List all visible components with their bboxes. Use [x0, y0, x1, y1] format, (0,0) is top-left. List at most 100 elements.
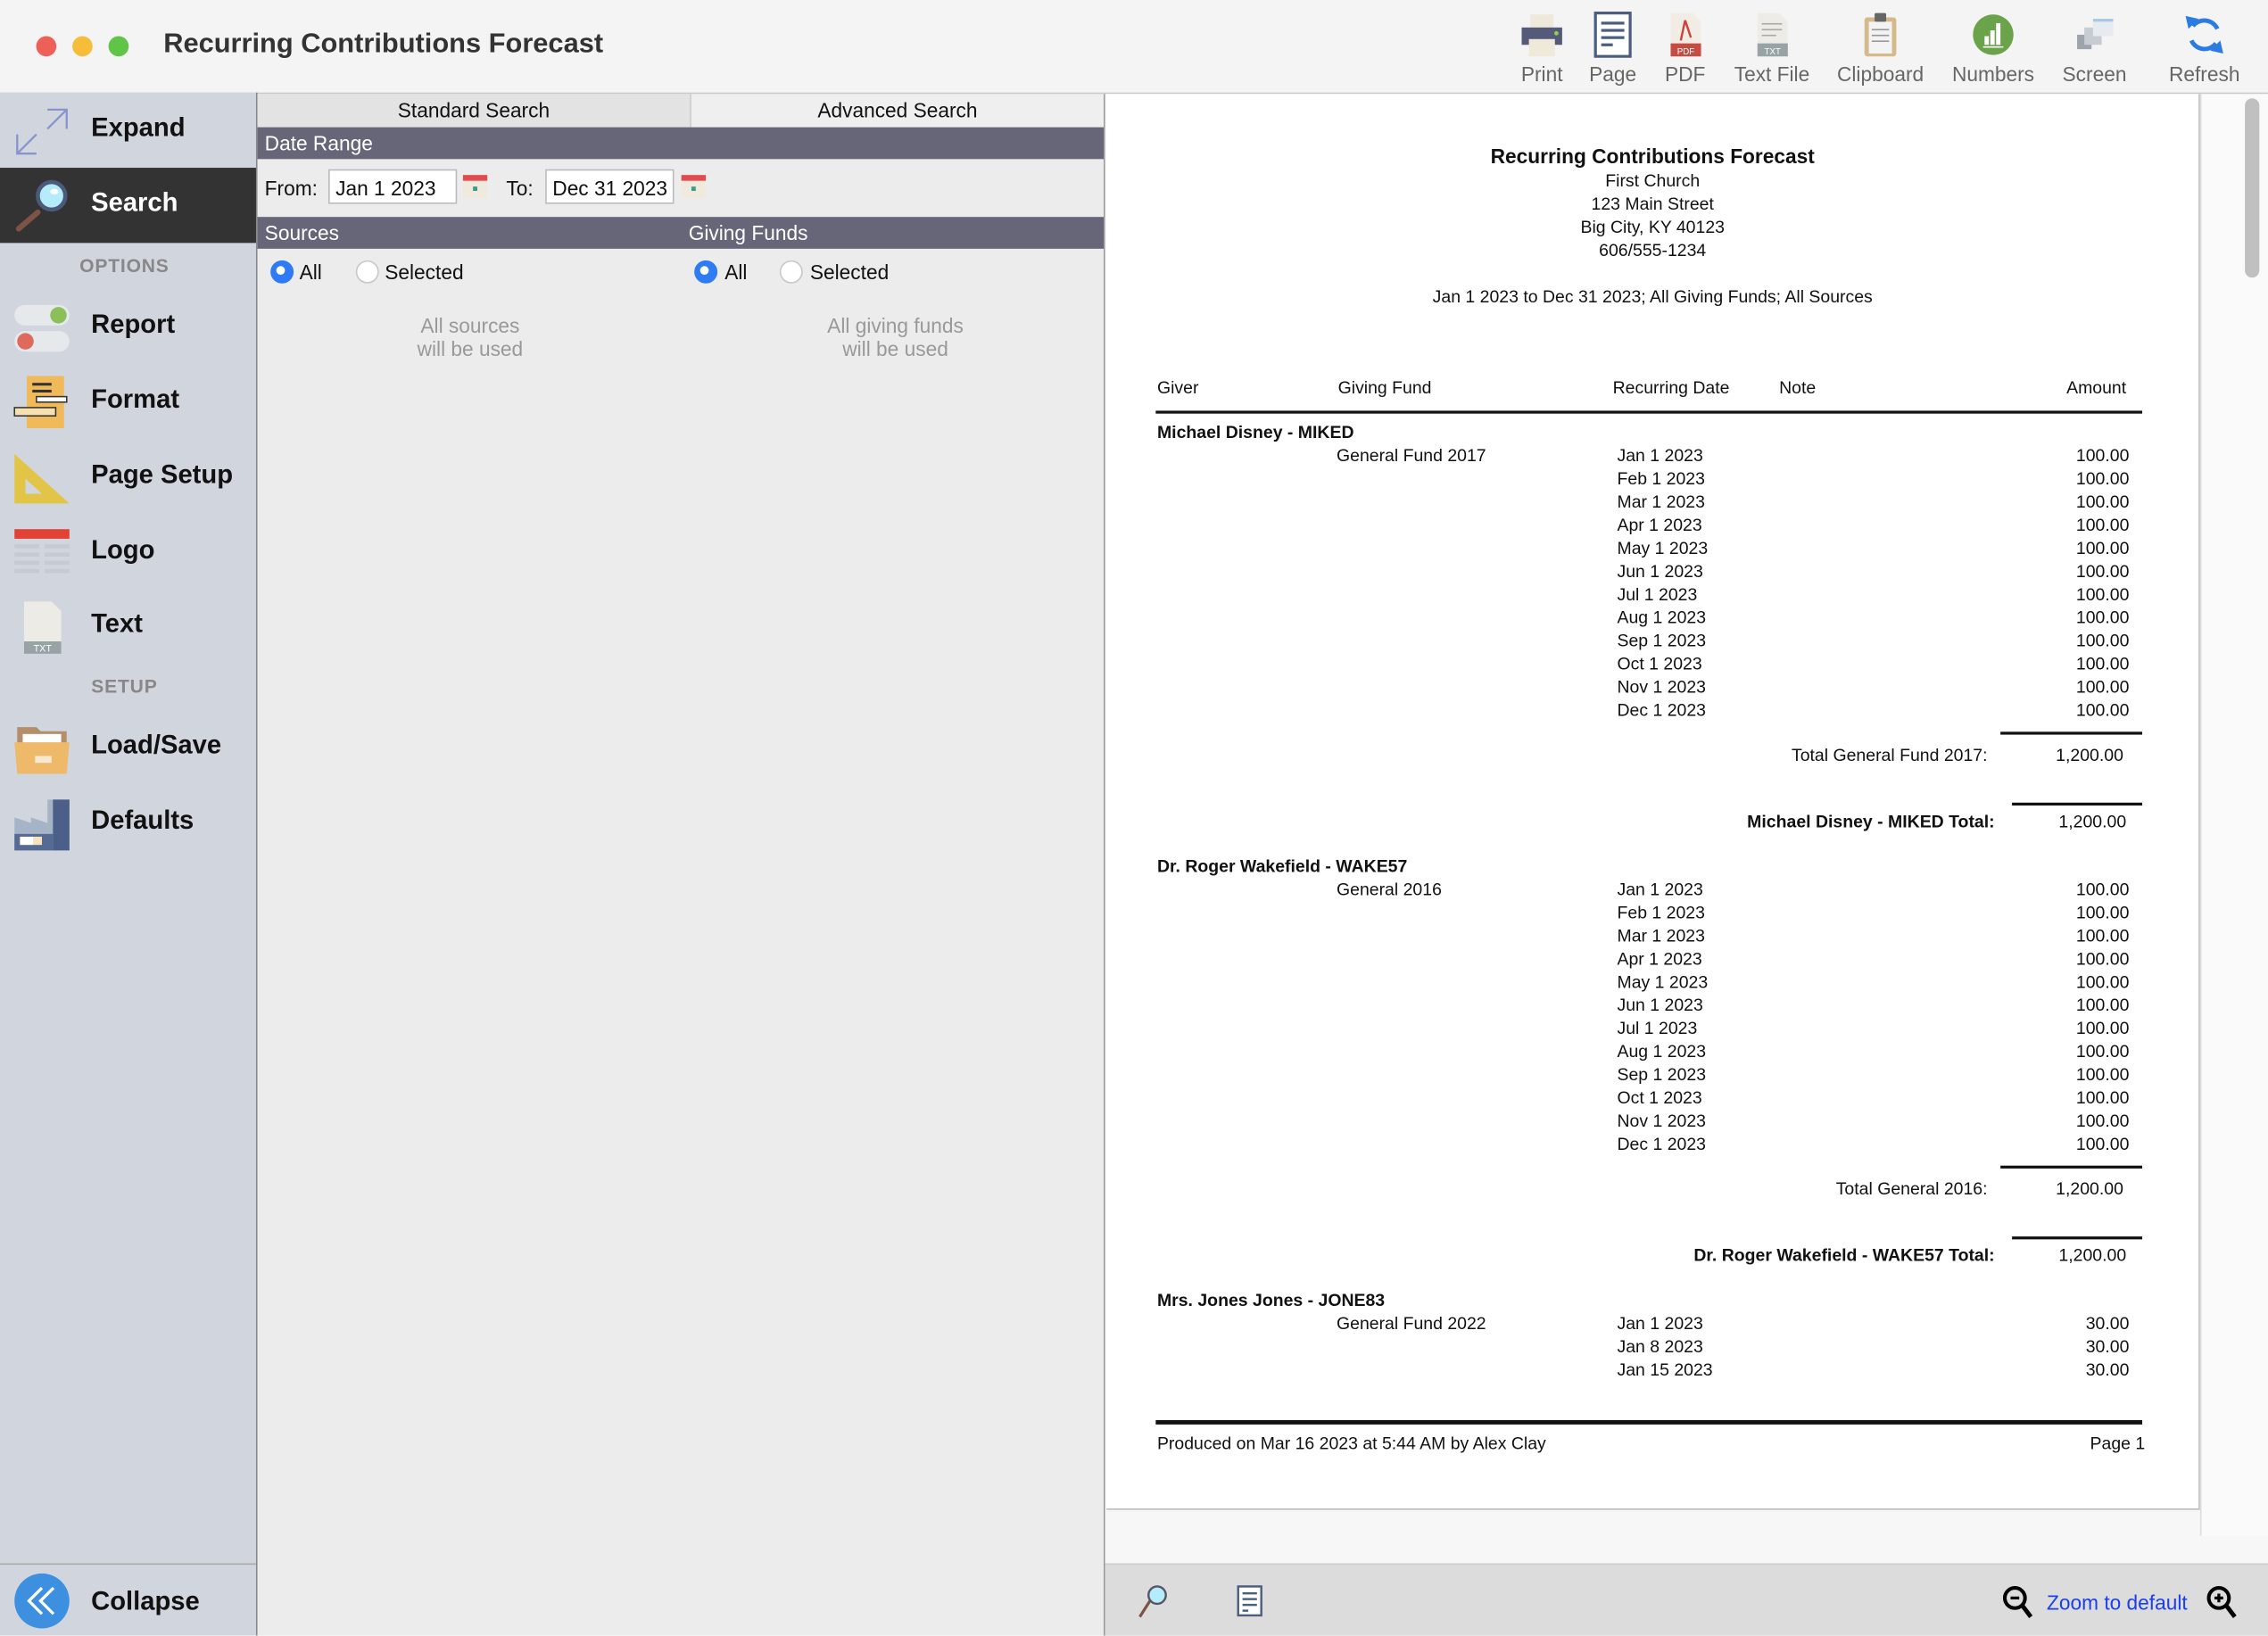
zoom-to-default-link[interactable]: Zoom to default [2046, 1591, 2188, 1615]
org-address: 123 Main Street [1591, 194, 1714, 214]
sources-all-radio[interactable] [270, 260, 294, 284]
pdf-label: PDF [1665, 62, 1706, 86]
sidebar-item-label: Search [91, 187, 178, 218]
to-date-field[interactable]: Dec 31 2023 [545, 169, 675, 204]
tab-standard-search[interactable]: Standard Search [257, 94, 691, 129]
amount: 100.00 [2075, 468, 2130, 489]
amount: 100.00 [2075, 630, 2130, 651]
sources-all-label: All [299, 260, 322, 284]
pdf-button[interactable]: PDF PDF [1627, 12, 1743, 86]
column-header-amount: Amount [2066, 377, 2127, 398]
recurring-date: Mar 1 2023 [1617, 925, 1705, 946]
giver-name: Mrs. Jones Jones - JONE83 [1156, 1290, 1386, 1310]
recurring-date: Oct 1 2023 [1617, 653, 1702, 674]
recurring-date: Jan 1 2023 [1617, 1313, 1703, 1334]
amount: 100.00 [2075, 538, 2130, 558]
minimize-window-button[interactable] [72, 36, 93, 57]
zoom-out-icon[interactable] [2002, 1585, 2034, 1620]
sidebar-item-report[interactable]: Report [0, 289, 256, 364]
funds-selected-radio[interactable] [779, 260, 803, 284]
sidebar-item-text[interactable]: TXT Text [0, 589, 256, 664]
set-square-icon [14, 453, 70, 504]
numbers-icon [1973, 14, 2014, 55]
recurring-date: Nov 1 2023 [1617, 676, 1707, 698]
options-heading: OPTIONS [79, 254, 170, 277]
scrollbar-thumb[interactable] [2245, 98, 2260, 278]
zoom-in-icon[interactable] [2206, 1585, 2238, 1620]
from-date-field[interactable]: Jan 1 2023 [328, 169, 458, 204]
sidebar-item-page-setup[interactable]: Page Setup [0, 440, 256, 515]
collapse-button[interactable]: Collapse [0, 1563, 256, 1636]
amount: 100.00 [2075, 925, 2130, 946]
sources-selected-radio[interactable] [355, 260, 379, 284]
sidebar-item-label: Report [91, 309, 176, 339]
sidebar-item-label: Page Setup [91, 459, 234, 489]
amount: 100.00 [2075, 607, 2130, 628]
zoom-window-button[interactable] [108, 36, 129, 57]
sources-hint: All sources will be used [326, 314, 615, 360]
screen-icon [2077, 19, 2114, 50]
amount: 100.00 [2075, 948, 2130, 970]
clipboard-button[interactable]: Clipboard [1823, 12, 1939, 86]
numbers-label: Numbers [1951, 62, 2035, 86]
amount: 100.00 [2075, 492, 2130, 512]
fund-total-label: Total General 2016: [1835, 1178, 1988, 1199]
column-header-recurring-date: Recurring Date [1612, 377, 1730, 398]
recurring-date: Apr 1 2023 [1617, 948, 1702, 970]
recurring-date: Feb 1 2023 [1617, 468, 1705, 489]
text-file-icon: TXT [1757, 12, 1788, 57]
folder-icon [14, 727, 70, 774]
svg-text:PDF: PDF [1677, 47, 1695, 57]
to-label: To: [506, 176, 534, 200]
recurring-date: Mar 1 2023 [1617, 492, 1705, 512]
magnifier-icon[interactable] [1137, 1583, 1169, 1618]
vertical-scrollbar[interactable] [2199, 94, 2268, 1536]
window-title: Recurring Contributions Forecast [163, 29, 604, 60]
amount: 100.00 [2075, 995, 2130, 1016]
sidebar-item-search[interactable]: Search [0, 168, 256, 244]
refresh-icon [2185, 15, 2223, 54]
report-page [1106, 94, 2200, 1510]
bottom-bar: Zoom to default [1105, 1563, 2268, 1636]
factory-icon [14, 799, 70, 851]
tab-advanced-search[interactable]: Advanced Search [691, 94, 1104, 129]
amount: 100.00 [2075, 1134, 2130, 1154]
recurring-date: Jun 1 2023 [1617, 995, 1703, 1016]
page-button[interactable]: Page [1555, 11, 1671, 86]
refresh-button[interactable]: Refresh [2147, 12, 2263, 86]
print-button[interactable]: Print [1484, 12, 1600, 86]
recurring-date: Apr 1 2023 [1617, 515, 1702, 535]
giving-fund-name: General Fund 2022 [1336, 1313, 1486, 1334]
giving-fund-name: General Fund 2017 [1336, 445, 1486, 467]
funds-all-radio[interactable] [694, 260, 718, 284]
sources-funds-header: Sources Giving Funds [257, 217, 1104, 249]
from-calendar-icon[interactable] [462, 172, 488, 199]
sidebar-item-format[interactable]: Format [0, 365, 256, 440]
text-file-button[interactable]: TXT Text File [1714, 12, 1830, 86]
sidebar-item-expand[interactable]: Expand [0, 93, 256, 168]
amount: 100.00 [2075, 676, 2130, 698]
sidebar-item-defaults[interactable]: Defaults [0, 785, 256, 860]
sidebar: Expand Search OPTIONS Report Format Page… [0, 92, 258, 1636]
screen-button[interactable]: Screen [2037, 12, 2153, 86]
amount: 30.00 [2085, 1335, 2130, 1357]
svg-text:TXT: TXT [1765, 47, 1781, 57]
funds-selected-label: Selected [809, 260, 890, 284]
funds-hint: All giving funds will be used [750, 314, 1039, 360]
to-calendar-icon[interactable] [681, 172, 707, 199]
sidebar-item-logo[interactable]: Logo [0, 515, 256, 590]
subtotal-rule [2000, 731, 2142, 735]
amount: 100.00 [2075, 879, 2130, 900]
recurring-date: Jan 1 2023 [1617, 445, 1703, 467]
giver-total-rule [2012, 1236, 2142, 1240]
numbers-button[interactable]: Numbers [1935, 12, 2051, 86]
sidebar-item-load-save[interactable]: Load/Save [0, 710, 256, 785]
amount: 100.00 [2075, 1041, 2130, 1062]
page-icon[interactable] [1237, 1585, 1262, 1617]
close-window-button[interactable] [36, 36, 57, 57]
printer-icon [1521, 14, 1562, 57]
sidebar-item-label: Expand [91, 112, 186, 142]
giver-name: Michael Disney - MIKED [1156, 422, 1354, 443]
giver-total-value: 1,200.00 [2058, 1244, 2127, 1266]
giver-total-label: Michael Disney - MIKED Total: [1747, 811, 1995, 832]
